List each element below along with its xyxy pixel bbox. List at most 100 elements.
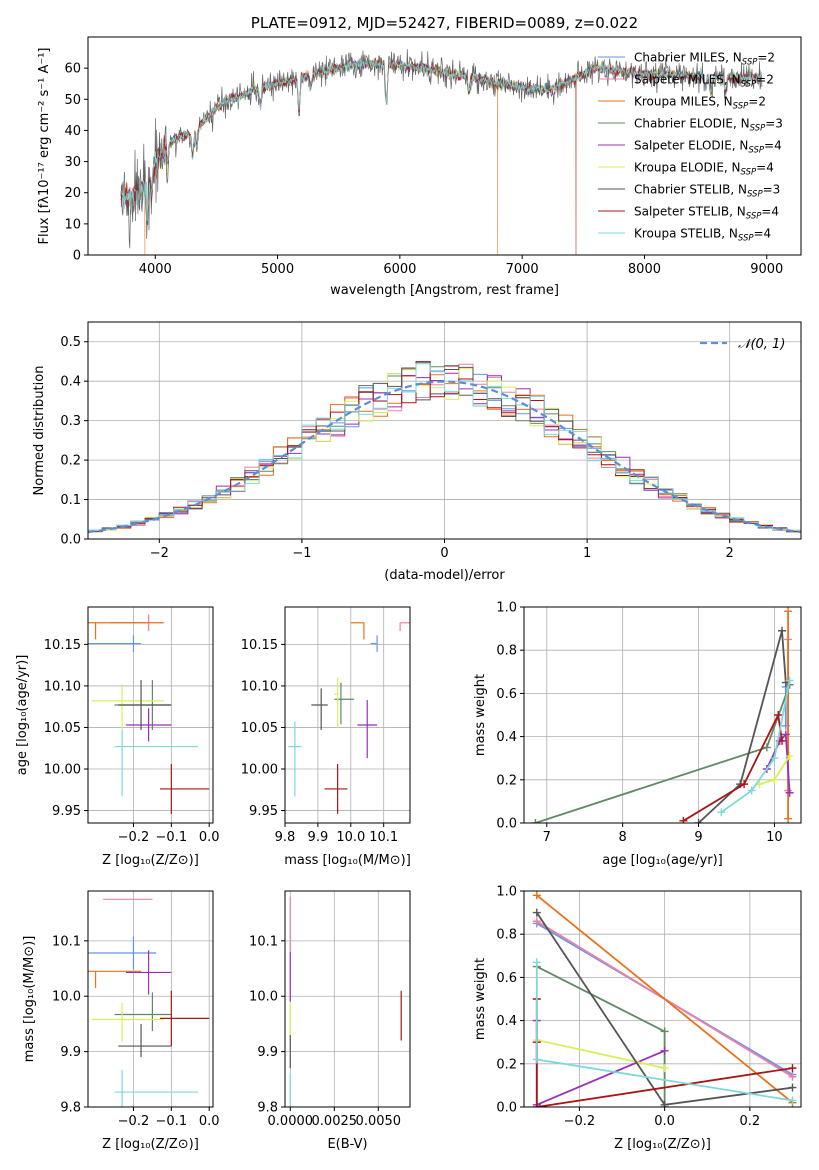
- weight-marker: [778, 626, 787, 635]
- weight-marker: [660, 1046, 669, 1055]
- y-tick-label: 9.8: [60, 1101, 81, 1116]
- weight-marker: [717, 808, 726, 817]
- histograms: [88, 361, 801, 535]
- y-tick-label: 0.4: [496, 1014, 517, 1029]
- x-axis-label: wavelength [Angstrom, rest frame]: [330, 283, 559, 298]
- x-tick-label: 10.0: [336, 830, 365, 845]
- weight-series: [765, 732, 791, 793]
- weight-marker: [785, 752, 794, 761]
- legend-label: Kroupa ELODIE, NSSP=4: [634, 161, 774, 178]
- weight-marker: [747, 786, 756, 795]
- weight-marker: [532, 1103, 541, 1107]
- y-tick-label: 9.9: [60, 1045, 81, 1060]
- errorbars: [88, 898, 210, 1107]
- x-axis-label: Z [log₁₀(Z/Z⊙)]: [102, 853, 199, 868]
- weight-marker: [532, 891, 541, 900]
- x-axis-label: Z [log₁₀(Z/Z⊙)]: [614, 1137, 711, 1152]
- x-tick-label: 0.0025: [312, 1114, 358, 1129]
- errorbars: [88, 614, 210, 814]
- x-tick-label: −1: [292, 546, 311, 561]
- weight-marker: [740, 780, 749, 789]
- y-tick-label: 0.2: [496, 773, 517, 788]
- x-tick-label: 6000: [383, 262, 416, 277]
- y-axis-label: mass weight: [473, 674, 488, 756]
- y-tick-label: 0.8: [496, 928, 517, 943]
- y-tick-label: 0.8: [496, 644, 517, 659]
- residuals-panel: −2 −1 0 1 2 0.0 0.1 0.2 0.3 0.4 0.5 (data-model)/er…: [32, 321, 802, 583]
- x-tick-label: 4000: [139, 262, 172, 277]
- spectrum-series: [120, 49, 763, 249]
- x-tick-label: −0.2: [118, 1114, 150, 1129]
- x-tick-label: 7: [543, 830, 551, 845]
- legend-label: Kroupa STELIB, NSSP=4: [634, 227, 771, 244]
- y-tick-label: 10.0: [249, 990, 278, 1005]
- x-tick-label: 9000: [750, 262, 783, 277]
- x-tick-label: 0.0: [199, 1114, 220, 1129]
- weight-marker: [660, 1100, 669, 1107]
- x-tick-label: 9.8: [275, 830, 296, 845]
- legend-label: Salpeter STELIB, NSSP=4: [634, 205, 779, 222]
- legend-label: Chabrier ELODIE, NSSP=3: [634, 117, 783, 134]
- x-tick-label: 10.1: [369, 830, 398, 845]
- y-tick-label: 0.2: [496, 1057, 517, 1072]
- x-tick-label: 10: [766, 830, 783, 845]
- legend-label: Kroupa MILES, NSSP=2: [634, 95, 766, 112]
- spectrum-series: [120, 57, 763, 255]
- x-axis-label: Z [log₁₀(Z/Z⊙)]: [102, 1137, 199, 1152]
- y-tick-label: 0.0: [60, 533, 81, 548]
- x-tick-label: 9: [694, 830, 702, 845]
- weight-marker: [785, 676, 794, 685]
- y-tick-label: 1.0: [496, 885, 517, 900]
- x-tick-label: 0.0050: [356, 1114, 402, 1129]
- spectrum-lines: [120, 49, 763, 255]
- y-tick-label: 10.15: [44, 638, 81, 653]
- y-axis-label: mass [log₁₀(M/M⊙)]: [22, 936, 37, 1063]
- x-tick-label: 2: [726, 546, 734, 561]
- spectrum-panel: PLATE=0912, MJD=52427, FIBERID=0089, z=0…: [37, 14, 802, 298]
- y-tick-label: 10.05: [241, 721, 278, 736]
- errorbars: [289, 896, 402, 1107]
- y-tick-label: 10.0: [52, 990, 81, 1005]
- weight-marker: [788, 1064, 797, 1073]
- weight-marker: [531, 819, 540, 823]
- weight-marker: [778, 736, 787, 745]
- y-axis-label: mass weight: [473, 958, 488, 1040]
- y-tick-label: 0: [73, 249, 81, 264]
- y-tick-label: 10.15: [241, 638, 278, 653]
- legend-label: Salpeter ELODIE, NSSP=4: [634, 139, 782, 156]
- x-tick-label: 0.0: [199, 830, 220, 845]
- weight-marker: [532, 1055, 541, 1064]
- mass_weight_vs_age-panel: 7 8 9 10 0.0 0.2 0.4 0.6 0.8 1.0 age [log₁₀(age/yr…: [473, 601, 802, 868]
- weight-marker: [660, 1064, 669, 1073]
- x-tick-label: −0.1: [156, 830, 188, 845]
- x-tick-label: 0.0: [654, 1114, 675, 1129]
- y-tick-label: 0.0: [496, 1101, 517, 1116]
- y-tick-label: 40: [64, 124, 81, 139]
- y-tick-label: 0.5: [60, 335, 81, 350]
- chart-title: PLATE=0912, MJD=52427, FIBERID=0089, z=0…: [251, 14, 638, 32]
- y-tick-label: 0.6: [496, 971, 517, 986]
- y-tick-label: 10.1: [52, 934, 81, 949]
- weight-marker: [785, 788, 794, 797]
- axes-frame: [523, 606, 802, 824]
- weight-marker: [770, 775, 779, 784]
- y-tick-label: 9.8: [257, 1101, 278, 1116]
- weight-marker: [774, 711, 783, 719]
- weight-series: [536, 1039, 665, 1069]
- y-tick-label: 0.1: [60, 493, 81, 508]
- x-tick-label: −0.1: [156, 1114, 188, 1129]
- weight-series: [697, 630, 787, 823]
- y-axis-label: Flux [fλ10⁻¹⁷ erg cm⁻² s⁻¹ A⁻¹]: [37, 48, 52, 245]
- x-axis-label: age [log₁₀(age/yr)]: [602, 853, 723, 868]
- y-tick-label: 60: [64, 62, 81, 77]
- y-tick-label: 10.10: [241, 679, 278, 694]
- errorbars: [288, 622, 410, 814]
- y-tick-label: 20: [64, 186, 81, 201]
- legend-label: 𝒩(0, 1): [738, 337, 785, 352]
- weight-marker: [784, 607, 793, 616]
- y-tick-label: 0.0: [496, 817, 517, 832]
- weight-lines: [531, 607, 794, 823]
- axes-frame: [87, 36, 802, 256]
- axes-frame: [284, 606, 411, 824]
